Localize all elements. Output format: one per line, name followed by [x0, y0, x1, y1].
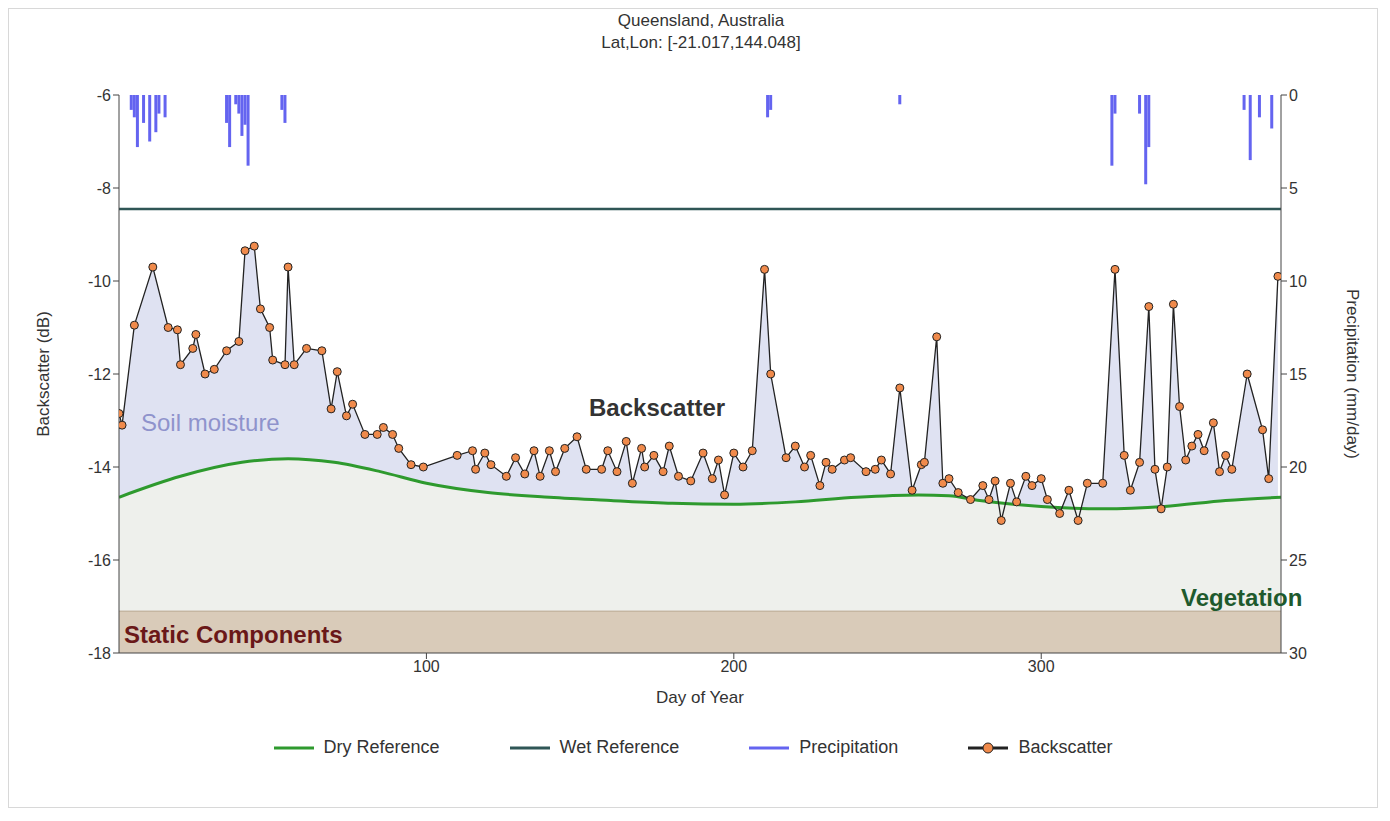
svg-text:-8: -8	[97, 180, 111, 197]
svg-text:25: 25	[1289, 552, 1307, 569]
svg-text:5: 5	[1289, 180, 1298, 197]
html-text:Static Components: Static Components	[124, 621, 343, 648]
svg-text:-16: -16	[88, 552, 111, 569]
svg-text:0: 0	[1289, 87, 1298, 104]
svg-text:10: 10	[1289, 273, 1307, 290]
svg-text:300: 300	[1028, 658, 1055, 675]
svg-text:30: 30	[1289, 645, 1307, 662]
html-text:Vegetation: Vegetation	[1181, 584, 1303, 611]
svg-text:Precipitation (mm/day): Precipitation (mm/day)	[1343, 289, 1362, 459]
html-text:Soil moisture: Soil moisture	[141, 409, 280, 436]
svg-text:-14: -14	[88, 459, 111, 476]
html-text:Backscatter: Backscatter	[589, 394, 726, 421]
svg-text:20: 20	[1289, 459, 1307, 476]
html-text:Wet Reference: Wet Reference	[559, 737, 680, 757]
html-text:Precipitation: Precipitation	[799, 737, 899, 757]
svg-text:100: 100	[413, 658, 440, 675]
svg-text:200: 200	[720, 658, 747, 675]
html-text:Backscatter: Backscatter	[1018, 737, 1113, 757]
svg-text:-10: -10	[88, 273, 111, 290]
svg-text:-6: -6	[97, 87, 111, 104]
html-text:Dry Reference: Dry Reference	[323, 737, 440, 757]
svg-text:-12: -12	[88, 366, 111, 383]
html-text:Lat,Lon: [-21.017,144.048]: Lat,Lon: [-21.017,144.048]	[601, 33, 801, 52]
html-text:Queensland, Australia: Queensland, Australia	[617, 11, 785, 30]
svg-text:Day of Year: Day of Year	[656, 688, 744, 707]
svg-text:-18: -18	[88, 645, 111, 662]
svg-text:15: 15	[1289, 366, 1307, 383]
svg-text:Backscatter (dB): Backscatter (dB)	[34, 311, 53, 437]
